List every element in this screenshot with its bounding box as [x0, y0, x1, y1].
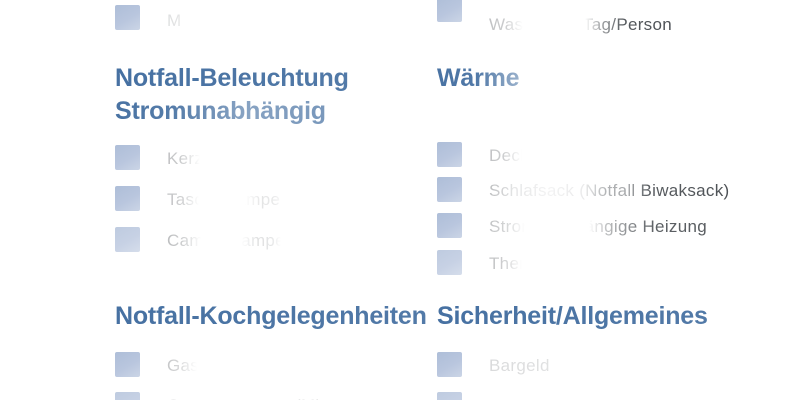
item-label: Campingkocher (Mit Kartuschen) [167, 396, 424, 400]
section-heading-line: Sicherheit/Allgemeines [437, 302, 708, 330]
section-heading-line: Stromunabhängig [115, 97, 326, 125]
item-label: M [167, 11, 182, 30]
checkbox[interactable] [437, 142, 462, 167]
item-label: Kerzen [167, 149, 223, 168]
checkbox[interactable] [437, 392, 462, 400]
item-label: Campinglampe [167, 231, 285, 250]
item-label: Taschenlampe [167, 190, 281, 209]
checkbox[interactable] [115, 352, 140, 377]
checkbox[interactable] [437, 213, 462, 238]
item-label: Wasser pro Tag/Person [489, 15, 672, 34]
section-heading-line: Wärme [437, 64, 520, 92]
section-heading: Notfall-Beleuchtung Stromunabhängig [115, 62, 349, 128]
section-heading-line: Notfall-Kochgelegenheiten [115, 302, 427, 330]
checkbox[interactable] [115, 227, 140, 252]
item-label: Stromunabhängige Heizung [489, 217, 707, 236]
section-heading-line: Notfall-Beleuchtung [115, 64, 349, 92]
checkbox[interactable] [115, 392, 140, 400]
item-label: Thermodecke [489, 254, 597, 273]
checkbox[interactable] [115, 145, 140, 170]
checkbox[interactable] [437, 352, 462, 377]
checkbox[interactable] [437, 0, 462, 22]
item-label: Gaskocher [167, 356, 252, 375]
section-heading: Notfall-Kochgelegenheiten [115, 300, 427, 333]
item-label: Decken [489, 146, 549, 165]
checkbox[interactable] [437, 250, 462, 275]
section-heading: Wärme [437, 62, 520, 95]
item-label: Schlafsack (Notfall Biwaksack) [489, 181, 730, 200]
item-label: Bargeld [489, 356, 550, 375]
checkbox[interactable] [115, 186, 140, 211]
checkbox[interactable] [437, 177, 462, 202]
checkbox[interactable] [115, 5, 140, 30]
section-heading: Sicherheit/Allgemeines [437, 300, 708, 333]
